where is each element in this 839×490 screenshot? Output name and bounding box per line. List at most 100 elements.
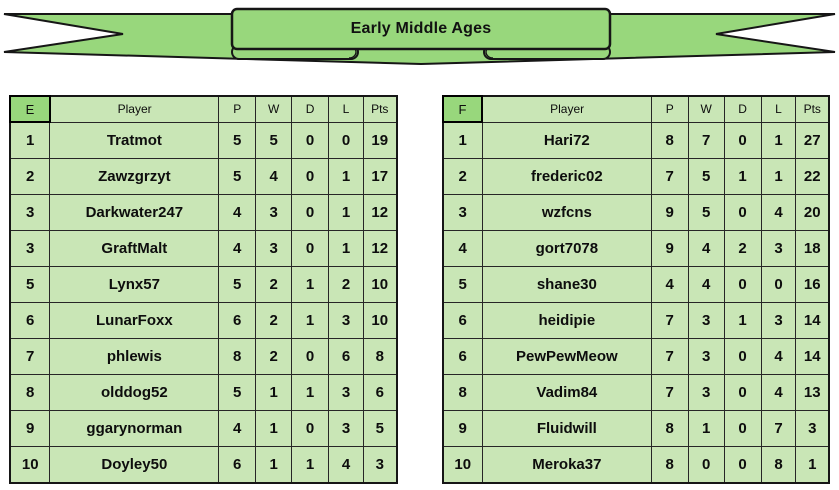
rank-cell: 9	[9, 410, 51, 447]
stat-points: 1	[795, 446, 830, 484]
table-row: 1 Hari72 8 7 0 1 27	[442, 121, 830, 159]
table-row: 3 Darkwater247 4 3 0 1 12	[9, 194, 398, 231]
stat-points: 5	[362, 410, 398, 447]
player-name: ggarynorman	[49, 410, 220, 447]
stat-draws: 2	[723, 230, 762, 267]
stat-points: 14	[795, 338, 830, 375]
stat-losses: 8	[760, 446, 797, 484]
player-name: heidipie	[481, 302, 652, 339]
rank-cell: 6	[9, 302, 51, 339]
table-row: 10 Meroka37 8 0 0 8 1	[442, 446, 830, 484]
stat-points: 17	[362, 158, 398, 195]
col-header-d: D	[291, 95, 330, 123]
col-header-l: L	[760, 95, 797, 123]
stat-played: 5	[218, 121, 257, 159]
col-header-w: W	[255, 95, 293, 123]
rank-cell: 6	[442, 302, 483, 339]
stat-wins: 1	[255, 446, 293, 484]
table-row: 1 Tratmot 5 5 0 0 19	[9, 121, 398, 159]
rank-cell: 1	[9, 121, 51, 159]
table-row: 6 heidipie 7 3 1 3 14	[442, 302, 830, 339]
stat-wins: 4	[687, 266, 725, 303]
player-name: Meroka37	[481, 446, 652, 484]
player-name: shane30	[481, 266, 652, 303]
table-row: 7 phlewis 8 2 0 6 8	[9, 338, 398, 375]
stat-draws: 1	[291, 374, 330, 411]
rank-cell: 3	[9, 194, 51, 231]
player-name: Fluidwill	[481, 410, 652, 447]
stat-played: 8	[218, 338, 257, 375]
stat-wins: 1	[255, 410, 293, 447]
stat-points: 14	[795, 302, 830, 339]
table-row: 3 GraftMalt 4 3 0 1 12	[9, 230, 398, 267]
stat-draws: 0	[291, 121, 330, 159]
col-header-d: D	[723, 95, 762, 123]
stat-losses: 3	[328, 302, 364, 339]
stat-played: 7	[650, 338, 689, 375]
col-header-p: P	[218, 95, 257, 123]
stat-points: 22	[795, 158, 830, 195]
stat-wins: 3	[687, 302, 725, 339]
player-name: Vadim84	[481, 374, 652, 411]
table-row: 8 olddog52 5 1 1 3 6	[9, 374, 398, 411]
stat-points: 20	[795, 194, 830, 231]
stat-played: 9	[650, 230, 689, 267]
banner: Early Middle Ages	[0, 6, 839, 74]
stat-wins: 3	[255, 194, 293, 231]
player-name: PewPewMeow	[481, 338, 652, 375]
banner-ribbon-icon	[3, 7, 836, 66]
stat-played: 8	[650, 121, 689, 159]
stat-played: 4	[218, 194, 257, 231]
table-row: 10 Doyley50 6 1 1 4 3	[9, 446, 398, 484]
stat-draws: 1	[291, 266, 330, 303]
player-name: LunarFoxx	[49, 302, 220, 339]
stat-wins: 2	[255, 266, 293, 303]
table-row: 2 frederic02 7 5 1 1 22	[442, 158, 830, 195]
player-name: wzfcns	[481, 194, 652, 231]
player-name: olddog52	[49, 374, 220, 411]
stat-wins: 4	[687, 230, 725, 267]
stat-wins: 7	[687, 121, 725, 159]
stat-points: 16	[795, 266, 830, 303]
table-row: 6 PewPewMeow 7 3 0 4 14	[442, 338, 830, 375]
header-row: E Player P W D L Pts	[9, 95, 398, 123]
stat-wins: 3	[687, 338, 725, 375]
stat-draws: 0	[723, 338, 762, 375]
stat-draws: 0	[723, 194, 762, 231]
stat-points: 12	[362, 194, 398, 231]
stat-wins: 0	[687, 446, 725, 484]
rank-cell: 2	[9, 158, 51, 195]
stat-draws: 0	[291, 194, 330, 231]
stat-played: 7	[650, 302, 689, 339]
rank-cell: 1	[442, 121, 483, 159]
stat-played: 4	[218, 230, 257, 267]
stat-losses: 4	[760, 194, 797, 231]
player-name: phlewis	[49, 338, 220, 375]
page-title: Early Middle Ages	[350, 20, 492, 37]
rank-cell: 7	[9, 338, 51, 375]
col-header-player: Player	[49, 95, 220, 123]
stat-played: 5	[218, 266, 257, 303]
player-name: Zawzgrzyt	[49, 158, 220, 195]
stat-wins: 2	[255, 338, 293, 375]
stat-wins: 3	[255, 230, 293, 267]
table-row: 5 Lynx57 5 2 1 2 10	[9, 266, 398, 303]
stat-draws: 0	[723, 374, 762, 411]
col-header-p: P	[650, 95, 689, 123]
table-row: 4 gort7078 9 4 2 3 18	[442, 230, 830, 267]
stat-losses: 3	[328, 410, 364, 447]
stat-draws: 0	[723, 410, 762, 447]
stat-points: 27	[795, 121, 830, 159]
stat-draws: 1	[723, 158, 762, 195]
stat-losses: 7	[760, 410, 797, 447]
stat-points: 6	[362, 374, 398, 411]
stat-points: 8	[362, 338, 398, 375]
rank-cell: 3	[442, 194, 483, 231]
stat-points: 13	[795, 374, 830, 411]
stat-draws: 0	[723, 121, 762, 159]
stat-draws: 0	[291, 230, 330, 267]
table-row: 9 ggarynorman 4 1 0 3 5	[9, 410, 398, 447]
stat-losses: 1	[760, 121, 797, 159]
stat-points: 12	[362, 230, 398, 267]
stat-losses: 2	[328, 266, 364, 303]
